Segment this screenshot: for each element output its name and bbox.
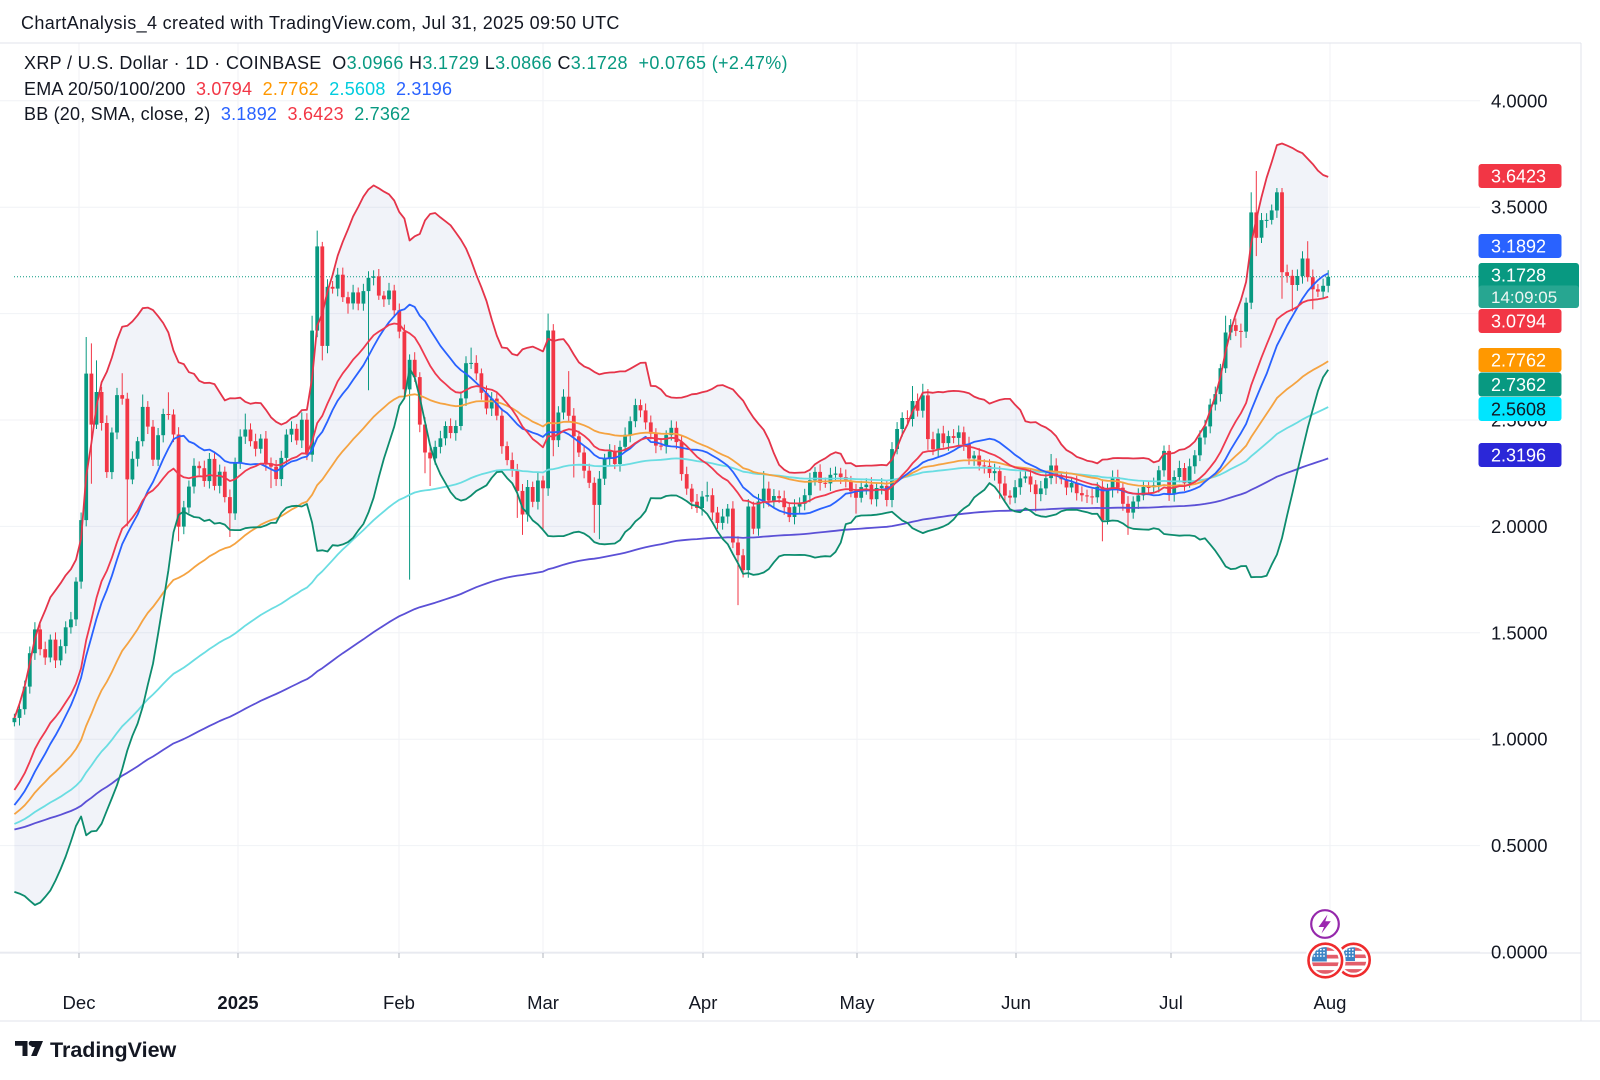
svg-text:3.1892: 3.1892 [1491,237,1546,257]
svg-text:14:09:05: 14:09:05 [1491,288,1557,307]
svg-text:Aug: Aug [1314,992,1347,1013]
svg-text:2.7762: 2.7762 [1491,351,1546,371]
svg-text:0.0000: 0.0000 [1491,942,1548,963]
svg-text:Apr: Apr [689,992,718,1013]
svg-text:4.0000: 4.0000 [1491,90,1548,111]
svg-text:Jun: Jun [1001,992,1031,1013]
svg-text:Dec: Dec [63,992,96,1013]
svg-text:0.5000: 0.5000 [1491,835,1548,856]
svg-text:1.5000: 1.5000 [1491,622,1548,643]
svg-text:Feb: Feb [383,992,415,1013]
svg-text:EMA 20/50/100/200 3.0794 2.7: EMA 20/50/100/200 3.0794 2.7762 2.5608 2… [24,79,452,99]
svg-text:1.0000: 1.0000 [1491,729,1548,750]
svg-text:XRP / U.S. Dollar · 1D · COINB: XRP / U.S. Dollar · 1D · COINBASE O3.096… [24,53,788,73]
svg-text:3.5000: 3.5000 [1491,197,1548,218]
svg-text:May: May [840,992,876,1013]
svg-text:2.5608: 2.5608 [1491,400,1546,420]
svg-text:3.6423: 3.6423 [1491,167,1546,187]
svg-text:TradingView: TradingView [50,1038,177,1062]
svg-text:Jul: Jul [1159,992,1183,1013]
svg-text:Mar: Mar [527,992,559,1013]
svg-text:2.0000: 2.0000 [1491,516,1548,537]
svg-text:2025: 2025 [217,992,258,1013]
svg-text:2.7362: 2.7362 [1491,375,1546,395]
svg-text:2.3196: 2.3196 [1491,446,1546,466]
svg-text:3.0794: 3.0794 [1491,312,1546,332]
svg-text:BB (20, SMA, close, 2) 3.1892: BB (20, SMA, close, 2) 3.1892 3.6423 2.7… [24,104,410,124]
svg-text:ChartAnalysis_4 created with T: ChartAnalysis_4 created with TradingView… [21,13,620,34]
svg-text:3.1728: 3.1728 [1491,266,1546,286]
